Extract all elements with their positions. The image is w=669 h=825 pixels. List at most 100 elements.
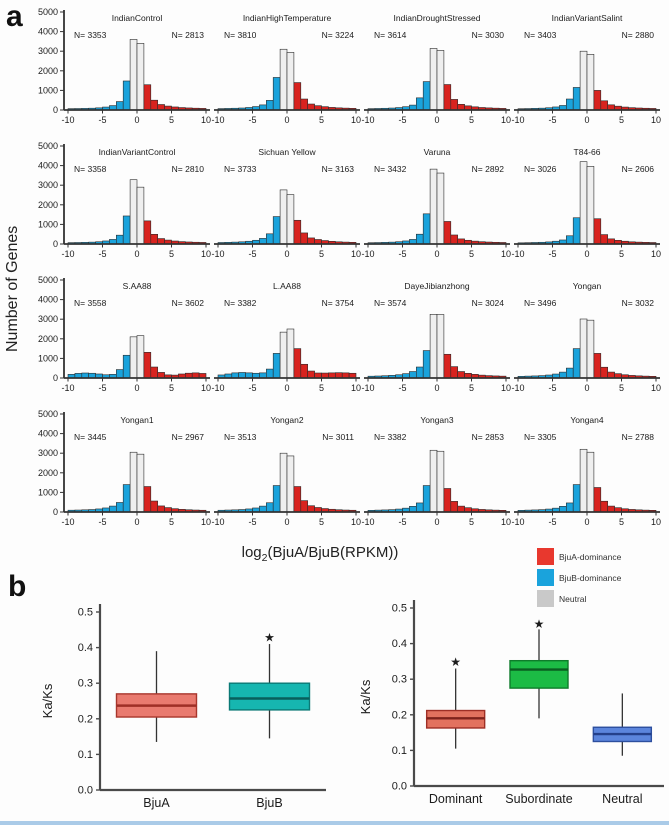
x-tick-label: 5 [169, 517, 174, 527]
x-tick-label: -10 [211, 383, 224, 393]
histogram-bar [429, 48, 438, 111]
y-tick-label: 1000 [38, 85, 58, 95]
histogram-bar [572, 217, 581, 245]
histogram-bar [116, 369, 124, 379]
histogram-bar [565, 502, 574, 513]
n-count-right: N= 3030 [472, 30, 505, 40]
n-count-right: N= 2788 [622, 432, 655, 442]
histogram-bar [579, 318, 588, 379]
histogram-bar [136, 186, 145, 245]
histogram-bar [443, 488, 452, 513]
significance-star: ★ [264, 631, 275, 645]
subplot-title: Yongan [573, 281, 602, 291]
x-tick-label: -5 [248, 249, 256, 259]
histogram-row: IndianVariantControl N= 3358 N= 2810 -10 -5 0… [38, 141, 661, 259]
category-label: Dominant [429, 792, 483, 806]
box [509, 659, 570, 689]
histogram-bar [150, 234, 159, 245]
subplot-title: L.AA88 [273, 281, 301, 291]
x-tick-label: -5 [248, 383, 256, 393]
histogram-bar [300, 232, 308, 245]
histogram-bar [565, 235, 574, 245]
x-tick-label: 5 [319, 517, 324, 527]
x-tick-label: 0 [584, 249, 589, 259]
x-tick-label: 5 [469, 517, 474, 527]
y-tick-label: 5000 [38, 7, 58, 17]
histogram-bar [443, 353, 452, 379]
x-tick-label: -5 [98, 517, 106, 527]
histogram-bar [443, 84, 452, 111]
subplot-title: IndianHighTemperature [243, 13, 332, 23]
y-tick-label: 0.0 [78, 785, 93, 797]
x-tick-label: -5 [398, 115, 406, 125]
histogram-bar [300, 98, 308, 111]
subplot-title: IndianControl [112, 13, 163, 23]
histogram-bar [143, 486, 152, 513]
legend-item: BjuA-dominance [537, 548, 621, 565]
histogram-bar [116, 101, 124, 111]
histogram-bar [272, 77, 281, 111]
histogram-bar [307, 505, 315, 513]
n-count-right: N= 3024 [472, 298, 505, 308]
histogram-bar [415, 233, 424, 245]
histogram-bar [436, 450, 445, 513]
x-tick-label: -10 [511, 517, 524, 527]
y-tick-label: 3000 [38, 314, 58, 324]
y-tick-label: 0.3 [392, 674, 407, 686]
legend-swatch [537, 590, 554, 607]
y-tick-label: 1000 [38, 353, 58, 363]
histogram-bar [415, 502, 424, 513]
y-axis-title-genes: Number of Genes [4, 225, 21, 352]
histogram-bar [586, 319, 595, 379]
x-tick-label: 0 [434, 115, 439, 125]
histogram-bar [307, 237, 315, 245]
histogram-bar [565, 367, 574, 379]
histogram-grid: IndianControl N= 3353 N= 2813 -10 -5 0 5 10 0 100… [28, 7, 669, 544]
histogram-bar [572, 348, 581, 379]
histogram-bar [579, 50, 588, 111]
category-label: BjuB [257, 796, 283, 810]
x-tick-label: -5 [98, 249, 106, 259]
n-count-left: N= 3733 [224, 164, 257, 174]
legend-label: Neutral [559, 593, 587, 604]
bottom-blue-strip [0, 821, 669, 825]
histogram-bar [150, 99, 159, 111]
n-count-right: N= 2892 [472, 164, 505, 174]
n-count-right: N= 2606 [622, 164, 655, 174]
n-count-left: N= 3382 [224, 298, 257, 308]
histogram-bar [136, 335, 145, 379]
histogram-bar [450, 99, 458, 111]
histogram-bar [572, 484, 581, 513]
histogram-bar [293, 219, 302, 245]
y-tick-label: 1000 [38, 487, 58, 497]
y-axis-title: Ka/Ks [358, 679, 373, 714]
n-count-right: N= 3602 [172, 298, 205, 308]
histogram-bar [293, 348, 302, 379]
histogram-bar [150, 366, 159, 379]
subplot-title: Varuna [424, 147, 451, 157]
y-tick-label: 0.0 [392, 781, 407, 793]
panel-a-letter: a [6, 0, 23, 33]
x-tick-label: -5 [398, 383, 406, 393]
x-tick-label: 0 [134, 517, 139, 527]
histogram-bar [409, 371, 417, 379]
x-tick-label: -10 [211, 249, 224, 259]
histogram-bar [272, 485, 281, 513]
x-tick-label: 10 [201, 249, 211, 259]
histogram-bar [586, 54, 595, 111]
y-tick-label: 2000 [38, 334, 58, 344]
histogram-bar [293, 486, 302, 513]
histogram-bar [143, 84, 152, 111]
x-tick-label: 0 [284, 517, 289, 527]
y-tick-label: 4000 [38, 295, 58, 305]
histogram-bar [129, 336, 138, 379]
histogram-bar [429, 313, 438, 379]
n-count-left: N= 3513 [224, 432, 257, 442]
subplot-title: Sichuan Yellow [258, 147, 316, 157]
y-tick-label: 0 [53, 507, 58, 517]
histogram-bar [450, 366, 458, 379]
histogram-bar [293, 82, 302, 111]
x-tick-label: -10 [211, 115, 224, 125]
subplot-title: Yongan1 [120, 415, 154, 425]
